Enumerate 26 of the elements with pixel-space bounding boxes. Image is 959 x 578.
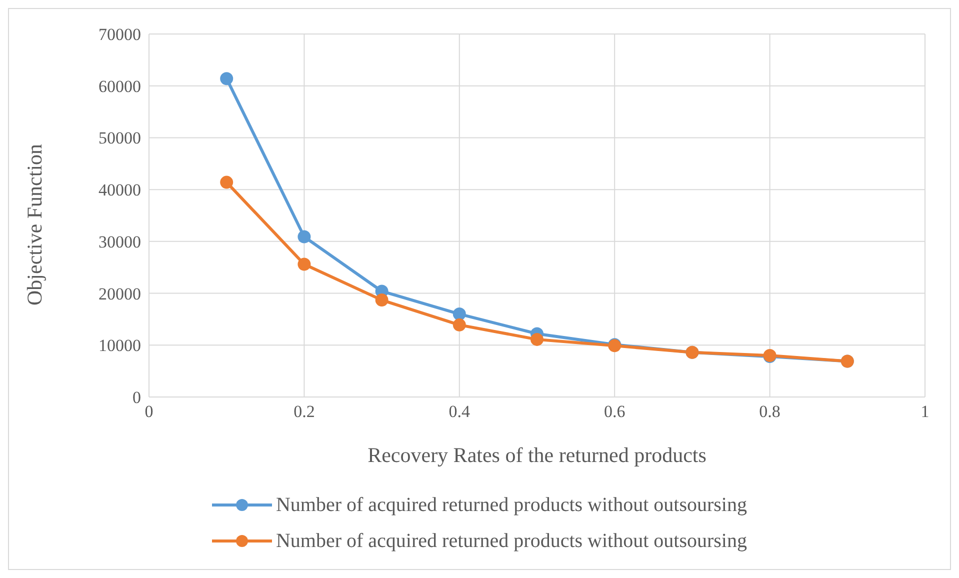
y-tick-label: 10000 (98, 336, 141, 356)
y-tick-label: 0 (132, 388, 141, 408)
point (452, 318, 466, 332)
point (298, 258, 311, 271)
y-axis-title: Objective Function (22, 143, 46, 306)
point (220, 72, 234, 86)
y-tick-label: 70000 (98, 25, 141, 44)
x-tick-label: 0.4 (448, 402, 471, 422)
y-tick-label: 20000 (98, 284, 141, 304)
y-tick-label: 30000 (98, 232, 141, 252)
x-tick-label: 0.2 (294, 402, 315, 422)
x-axis-title: Recovery Rates of the returned products (368, 443, 706, 467)
point (530, 332, 544, 346)
point (298, 230, 311, 244)
legend-label: Number of acquired returned products without outsoursing (276, 493, 747, 518)
y-tick-label: 50000 (98, 128, 141, 148)
point (220, 176, 234, 189)
x-tick-label: 1 (920, 402, 930, 422)
x-tick-label: 0.6 (604, 402, 626, 422)
point (452, 308, 466, 321)
x-tick-label: 0.8 (759, 402, 780, 422)
y-tick-label: 40000 (98, 180, 141, 200)
legend-label: Number of acquired returned products without outsoursing (276, 529, 747, 554)
y-tick-label: 60000 (98, 76, 141, 96)
point (375, 294, 388, 307)
x-tick-label: 0 (144, 402, 154, 422)
